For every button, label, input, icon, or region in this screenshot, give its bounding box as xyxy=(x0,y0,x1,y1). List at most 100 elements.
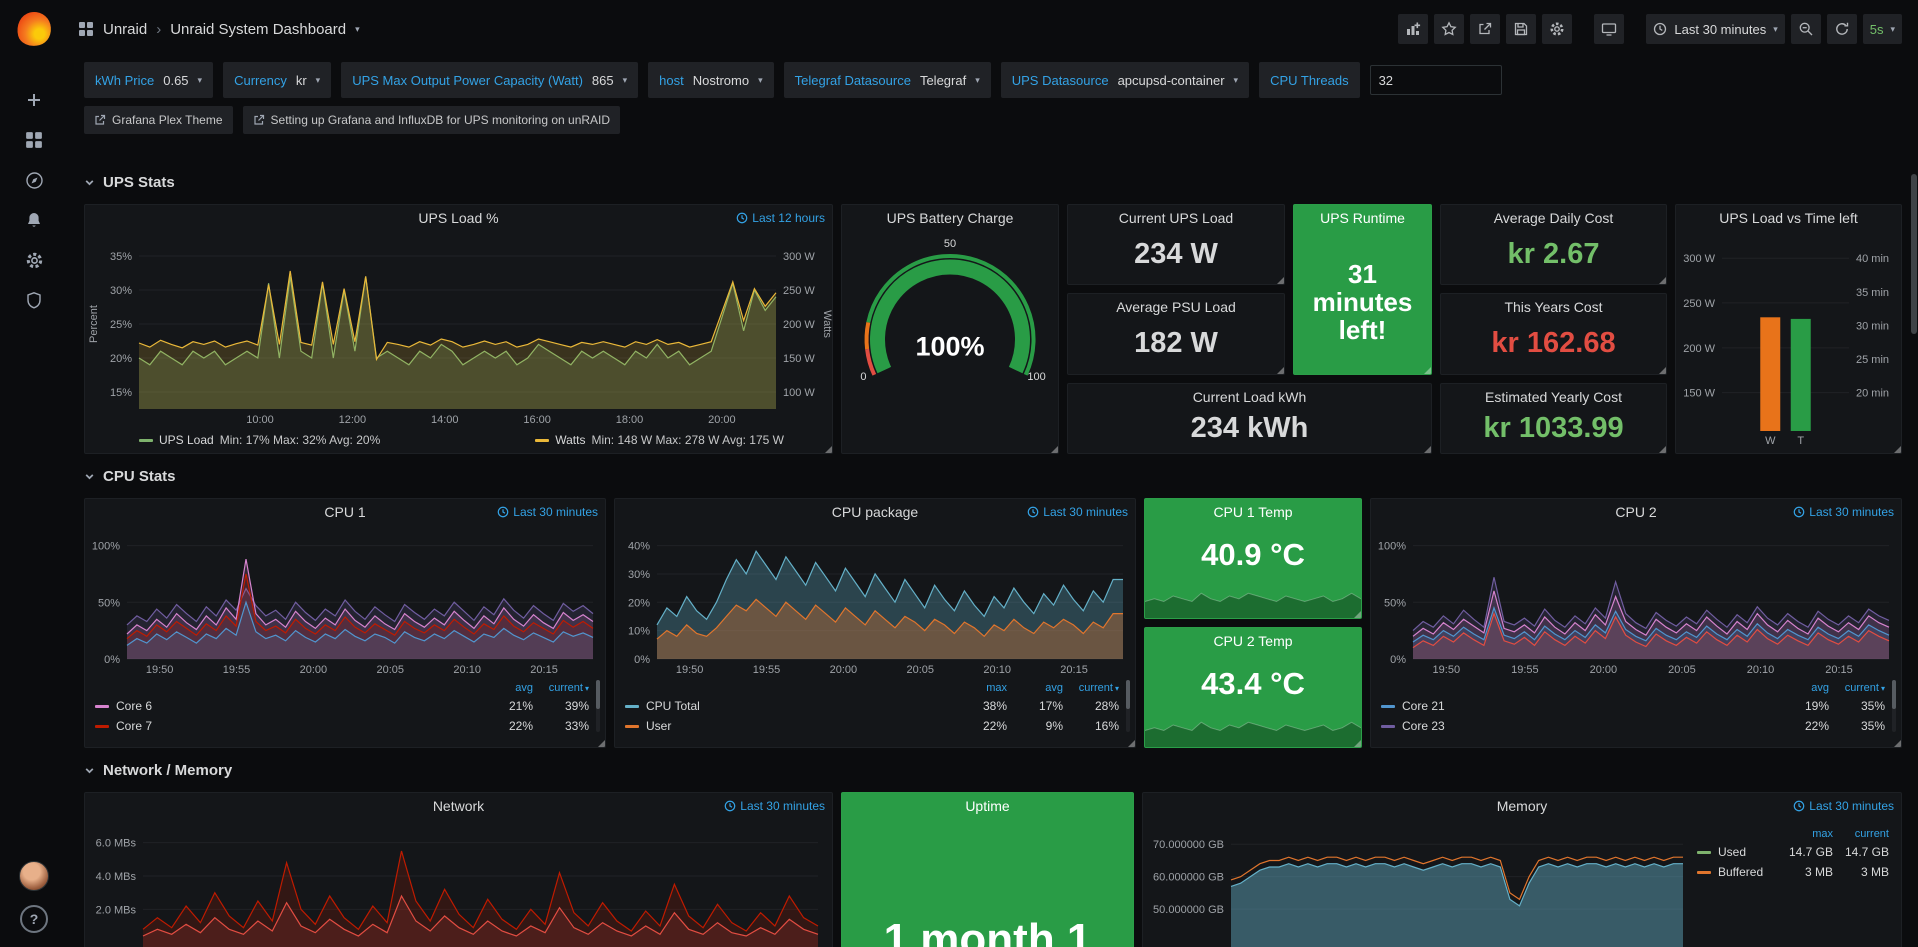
stat-value: kr 2.67 xyxy=(1507,238,1600,271)
legend-row: Core 6 21% 39% xyxy=(95,696,589,716)
refresh-interval-label: 5s xyxy=(1869,21,1884,37)
variable-ups-datasource[interactable]: UPS Datasource apcupsd-container ▾ xyxy=(1000,62,1250,98)
row-header-cpu-stats[interactable]: CPU Stats xyxy=(84,454,1902,498)
svg-text:0%: 0% xyxy=(1390,654,1406,666)
legend-row: Buffered 3 MB 3 MB xyxy=(1697,862,1889,882)
panel-cpu2-temp: CPU 2 Temp 43.4 °C xyxy=(1144,627,1362,748)
sidebar-item-server-admin[interactable] xyxy=(11,280,57,320)
time-override-badge: Last 30 minutes xyxy=(1793,505,1894,519)
panel-average-psu-load: Average PSU Load 182 W xyxy=(1067,293,1285,375)
variable-ups-max-output[interactable]: UPS Max Output Power Capacity (Watt) 865… xyxy=(341,62,639,98)
save-dashboard-button[interactable] xyxy=(1506,14,1537,44)
time-range-picker[interactable]: Last 30 minutes ▾ xyxy=(1646,14,1785,44)
time-override-badge: Last 30 minutes xyxy=(1027,505,1128,519)
legend-sort-current[interactable]: current ▾ xyxy=(1844,681,1885,694)
legend-scrollbar[interactable] xyxy=(1892,680,1896,732)
topbar: Unraid › Unraid System Dashboard ▾ xyxy=(68,0,1918,58)
add-panel-button[interactable] xyxy=(1398,14,1429,44)
variable-telegraf-datasource[interactable]: Telegraf Datasource Telegraf ▾ xyxy=(783,62,991,98)
panel-average-daily-cost: Average Daily Cost kr 2.67 xyxy=(1440,204,1667,286)
stat-value: kr 162.68 xyxy=(1491,327,1616,360)
memory-chart[interactable]: 70.000000 GB 60.000000 GB 50.000000 GB xyxy=(1143,819,1693,947)
row-header-network-memory[interactable]: Network / Memory xyxy=(84,748,1902,792)
legend-sort-max[interactable]: max xyxy=(1812,827,1833,840)
sidebar-item-alerting[interactable] xyxy=(11,200,57,240)
share-dashboard-button[interactable] xyxy=(1470,14,1501,44)
user-avatar[interactable] xyxy=(19,861,49,891)
legend-sort-avg[interactable]: avg xyxy=(1811,681,1829,694)
tv-mode-button[interactable] xyxy=(1594,14,1625,44)
svg-text:30%: 30% xyxy=(628,569,650,581)
scrollbar-thumb[interactable] xyxy=(1911,174,1917,334)
legend-sort-avg[interactable]: avg xyxy=(515,681,533,694)
legend-series-name[interactable]: UPS Load xyxy=(159,433,214,447)
sidebar-item-explore[interactable] xyxy=(11,160,57,200)
toolbar: Last 30 minutes ▾ 5s ▾ xyxy=(1398,14,1902,44)
legend-sort-current[interactable]: current xyxy=(1854,827,1889,840)
legend-sort-avg[interactable]: avg xyxy=(1045,681,1063,694)
gear-icon xyxy=(26,252,42,268)
sidebar-item-create[interactable] xyxy=(11,80,57,120)
legend-sort-current[interactable]: current ▾ xyxy=(548,681,589,694)
svg-text:20:15: 20:15 xyxy=(1060,664,1088,676)
svg-text:30%: 30% xyxy=(110,285,132,297)
svg-text:19:55: 19:55 xyxy=(1511,664,1539,676)
zoom-out-button[interactable] xyxy=(1790,14,1821,44)
svg-text:20:10: 20:10 xyxy=(453,664,481,676)
ups-load-chart[interactable]: 35% 30% 25% 20% 15% 300 W 250 W 200 W 150 W 100 W… xyxy=(85,231,832,427)
legend-row: Core 23 22% 35% xyxy=(1381,716,1885,736)
breadcrumb-app[interactable]: Unraid xyxy=(103,20,148,38)
dashboard-title[interactable]: Unraid System Dashboard xyxy=(170,20,347,38)
svg-text:16:00: 16:00 xyxy=(523,414,551,426)
cpu-package-chart[interactable]: 40% 30% 20% 10% 0% 19:50 19:55 20:00 20:05 20:10 2… xyxy=(615,525,1135,677)
panel-ups-runtime: UPS Runtime 31 minutes left! xyxy=(1293,204,1432,375)
legend-scrollbar[interactable] xyxy=(1126,680,1130,732)
dashboard-link-ups-monitoring-guide[interactable]: Setting up Grafana and InfluxDB for UPS … xyxy=(242,106,621,134)
refresh-interval-picker[interactable]: 5s ▾ xyxy=(1862,14,1902,44)
variable-currency[interactable]: Currency kr ▾ xyxy=(223,62,332,98)
gear-icon xyxy=(1550,22,1564,36)
legend-sort-max[interactable]: max xyxy=(986,681,1007,694)
sidebar-item-dashboards[interactable] xyxy=(11,120,57,160)
legend-sort-current[interactable]: current ▾ xyxy=(1078,681,1119,694)
chevron-down-icon xyxy=(85,179,94,185)
network-chart[interactable]: 6.0 MBs 4.0 MBs 2.0 MBs xyxy=(85,819,832,947)
star-dashboard-button[interactable] xyxy=(1434,14,1465,44)
cpu1-chart[interactable]: 100% 50% 0% 19:50 19:55 20:00 20:05 20:10 20:15 xyxy=(85,525,605,677)
breadcrumb-separator: › xyxy=(156,20,162,38)
help-button[interactable]: ? xyxy=(20,905,48,933)
svg-text:50: 50 xyxy=(944,238,956,250)
variable-host[interactable]: host Nostromo ▾ xyxy=(648,62,774,98)
stat-value: 31 minutes left! xyxy=(1312,259,1413,346)
caret-down-icon: ▾ xyxy=(1233,74,1239,85)
svg-text:25%: 25% xyxy=(110,319,132,331)
cpu2-chart[interactable]: 100% 50% 0% 19:50 19:55 20:00 20:05 20:10 20:15 xyxy=(1371,525,1901,677)
svg-text:40%: 40% xyxy=(628,541,650,553)
grafana-logo[interactable] xyxy=(13,8,55,50)
variable-kwh-price[interactable]: kWh Price 0.65 ▾ xyxy=(84,62,214,98)
time-override-badge: Last 30 minutes xyxy=(497,505,598,519)
sidebar-item-configuration[interactable] xyxy=(11,240,57,280)
svg-text:20%: 20% xyxy=(628,597,650,609)
row-header-ups-stats[interactable]: UPS Stats xyxy=(84,160,1902,204)
svg-text:25 min: 25 min xyxy=(1856,354,1889,366)
dashboard-settings-button[interactable] xyxy=(1542,14,1573,44)
svg-text:200 W: 200 W xyxy=(783,319,815,331)
caret-down-icon: ▾ xyxy=(975,74,980,85)
series-swatch xyxy=(625,724,639,728)
cpu-threads-input[interactable] xyxy=(1369,65,1502,95)
panel-title[interactable]: UPS Battery Charge xyxy=(886,210,1014,226)
refresh-button[interactable] xyxy=(1826,14,1857,44)
svg-text:150 W: 150 W xyxy=(783,353,815,365)
panel-title[interactable]: UPS Load % xyxy=(418,210,499,226)
variables-row: kWh Price 0.65 ▾ Currency kr ▾ UPS Max O… xyxy=(84,62,1902,98)
svg-text:20%: 20% xyxy=(110,353,132,365)
svg-text:10%: 10% xyxy=(628,626,650,638)
legend-series-name[interactable]: Watts xyxy=(555,433,586,447)
dashboard-link-grafana-plex-theme[interactable]: Grafana Plex Theme xyxy=(84,106,233,134)
legend-table: max current Used 14.7 GB 14.7 GB Buffere… xyxy=(1693,819,1901,947)
svg-text:40 min: 40 min xyxy=(1856,253,1889,265)
caret-down-icon[interactable]: ▾ xyxy=(355,23,360,34)
svg-text:19:50: 19:50 xyxy=(1433,664,1461,676)
legend-scrollbar[interactable] xyxy=(596,680,600,732)
